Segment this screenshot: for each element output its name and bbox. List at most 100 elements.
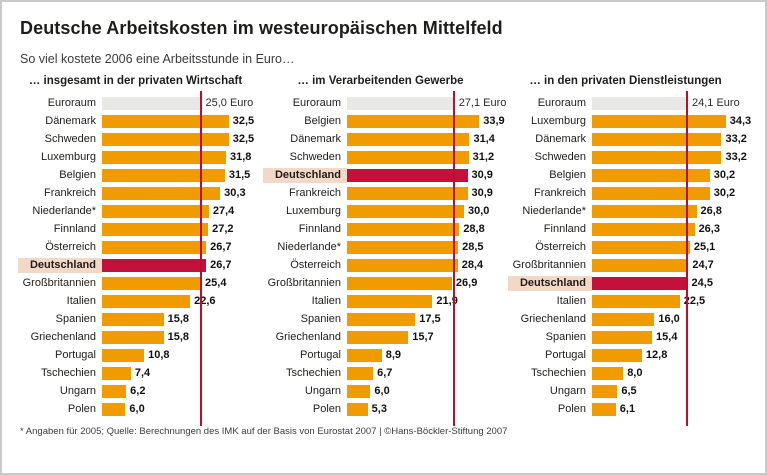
bar [347, 330, 409, 344]
value-label: 28,4 [461, 259, 484, 271]
country-label: Spanien [55, 312, 96, 325]
value-label: 31,8 [230, 151, 252, 163]
value-label: 15,4 [656, 331, 678, 343]
bar-cell: 15,4 [592, 330, 743, 344]
value-label: 22,5 [683, 295, 706, 307]
bar-row: Luxemburg 34,3 [508, 112, 751, 130]
bar [592, 348, 642, 362]
value-label: 6,0 [374, 385, 390, 397]
bar-row: Belgien 33,9 [263, 112, 505, 130]
bar-cell: 15,7 [347, 330, 498, 344]
bar [592, 330, 653, 344]
bar-cell: 22,6 [102, 294, 253, 308]
country-label: Portugal [545, 348, 586, 361]
bar-row: Österreich 26,7 [18, 238, 253, 256]
value-label: 26,9 [455, 277, 478, 289]
country-label: Luxemburg [530, 114, 586, 127]
bar-row: Dänemark 33,2 [508, 130, 747, 148]
country-label: Österreich [535, 240, 586, 253]
bar [102, 204, 209, 218]
value-label: 26,8 [700, 205, 722, 217]
country-label: Euroraum [292, 96, 341, 109]
bar-cell: 15,8 [102, 312, 253, 326]
bar [102, 294, 191, 308]
value-label: 27,1 Euro [458, 97, 507, 109]
bar [592, 222, 695, 236]
bar-cell: 28,8 [347, 222, 498, 236]
value-label: 21,9 [436, 295, 458, 307]
bar-cell: 24,7 [592, 258, 743, 272]
bar-row: Frankreich 30,9 [263, 184, 498, 202]
value-label: 10,8 [148, 349, 170, 361]
bar-row: Niederlande* 28,5 [263, 238, 498, 256]
country-label: Tschechien [285, 366, 341, 379]
bar-row: Portugal 12,8 [508, 346, 743, 364]
bar-row: Euroraum 24,1 Euro [508, 94, 743, 112]
value-label: 32,5 [232, 133, 255, 145]
country-label: Großbritannien [22, 276, 96, 289]
value-label: 30,2 [713, 169, 736, 181]
value-label: 27,2 [212, 223, 234, 235]
panel-title: … im Verarbeitenden Gewerbe [297, 75, 464, 87]
country-label: Italien [311, 294, 341, 307]
bar-row: Polen 5,3 [263, 400, 498, 418]
country-label: Euroraum [537, 96, 586, 109]
bar [102, 330, 164, 344]
value-label: 30,9 [471, 169, 493, 181]
bar-row: Finnland 28,8 [263, 220, 498, 238]
country-label: Deutschland [508, 275, 592, 291]
bar-row: Griechenland 16,0 [508, 310, 743, 328]
bar-cell: 30,3 [102, 186, 253, 200]
value-label: 22,6 [194, 295, 216, 307]
bar [347, 312, 416, 326]
country-label: Tschechien [40, 366, 96, 379]
bar-cell: 27,2 [102, 222, 253, 236]
value-label: 27,4 [212, 205, 235, 217]
country-label: Deutschland [263, 167, 347, 183]
country-label: Dänemark [45, 114, 96, 127]
bar-row: Tschechien 7,4 [18, 364, 253, 382]
bar [102, 168, 225, 182]
country-label: Schweden [289, 150, 341, 163]
bar [592, 168, 710, 182]
bar-cell: 34,3 [592, 114, 751, 128]
bar-row: Ungarn 6,2 [18, 382, 253, 400]
value-label: 33,9 [483, 115, 505, 127]
bar [592, 366, 624, 380]
country-label: Luxemburg [40, 150, 96, 163]
bar [102, 114, 229, 128]
bar-row: Niederlande* 26,8 [508, 202, 743, 220]
bar-cell: 28,5 [347, 240, 498, 254]
country-label: Euroraum [47, 96, 96, 109]
country-label: Italien [66, 294, 96, 307]
value-label: 6,0 [129, 403, 145, 415]
bar [102, 276, 202, 290]
bar-row: Spanien 15,8 [18, 310, 253, 328]
bar [347, 240, 459, 254]
bar-row: Österreich 28,4 [263, 256, 498, 274]
bar-row: Schweden 31,2 [263, 148, 498, 166]
page-title: Deutsche Arbeitskosten im westeuropäisch… [20, 18, 503, 38]
bar [347, 366, 374, 380]
panels-container: … insgesamt in der privaten Wirtschaft E… [18, 75, 751, 426]
bar [347, 150, 469, 164]
bar-row: Euroraum 25,0 Euro [18, 94, 253, 112]
value-label: 24,7 [692, 259, 714, 271]
bar-row: Belgien 30,2 [508, 166, 743, 184]
bar-row: Österreich 25,1 [508, 238, 743, 256]
bar-cell: 25,4 [102, 276, 253, 290]
country-label: Ungarn [304, 384, 341, 397]
bar [347, 132, 470, 146]
bar-row: Polen 6,0 [18, 400, 253, 418]
bar-cell: 12,8 [592, 348, 743, 362]
bar [347, 258, 458, 272]
bar-cell: 15,8 [102, 330, 253, 344]
bar-cell: 30,2 [592, 186, 743, 200]
highlight-bar [102, 258, 207, 272]
country-label: Frankreich [44, 186, 96, 199]
country-label: Griechenland [275, 330, 341, 343]
bar-cell: 10,8 [102, 348, 253, 362]
bar-cell: 6,0 [347, 384, 498, 398]
bar [102, 402, 126, 416]
bar-cell: 33,9 [347, 114, 505, 128]
